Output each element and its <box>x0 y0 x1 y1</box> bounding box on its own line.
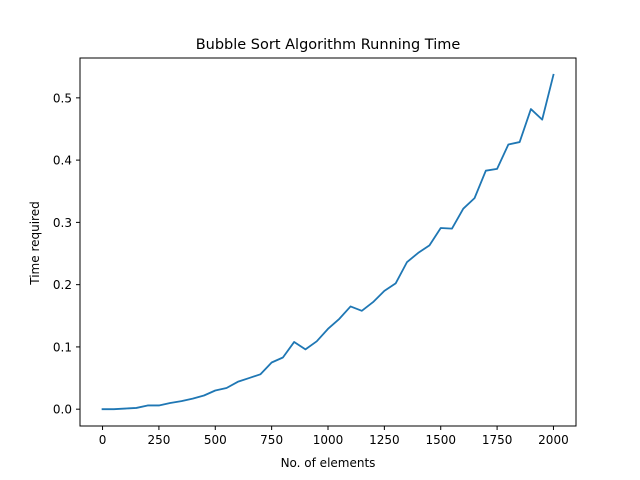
x-axis-label: No. of elements <box>281 456 376 470</box>
y-tick-label: 0.2 <box>53 278 72 292</box>
x-tick-label: 750 <box>260 433 283 447</box>
x-tick-label: 1750 <box>482 433 513 447</box>
y-tick-label: 0.4 <box>53 154 72 168</box>
plot-frame <box>79 57 577 427</box>
x-tick-label: 1000 <box>313 433 344 447</box>
x-tick-label: 2000 <box>538 433 569 447</box>
y-tick-label: 0.3 <box>53 216 72 230</box>
x-tick-label: 1250 <box>369 433 400 447</box>
y-tick-label: 0.1 <box>53 340 72 354</box>
x-tick-label: 500 <box>204 433 227 447</box>
x-tick-label: 0 <box>99 433 107 447</box>
y-axis-ticks: 0.0 0.1 0.2 0.3 0.4 0.5 <box>53 91 80 417</box>
series-line <box>101 73 555 411</box>
y-axis-label: Time required <box>28 201 42 285</box>
x-axis-ticks: 0 250 500 750 1000 1250 1500 1750 2000 <box>99 426 569 447</box>
x-tick-label: 1500 <box>425 433 456 447</box>
plot-area <box>101 73 555 411</box>
y-tick-label: 0.5 <box>53 91 72 105</box>
chart-title: Bubble Sort Algorithm Running Time <box>196 37 461 53</box>
y-tick-label: 0.0 <box>53 403 72 417</box>
x-tick-label: 250 <box>147 433 170 447</box>
